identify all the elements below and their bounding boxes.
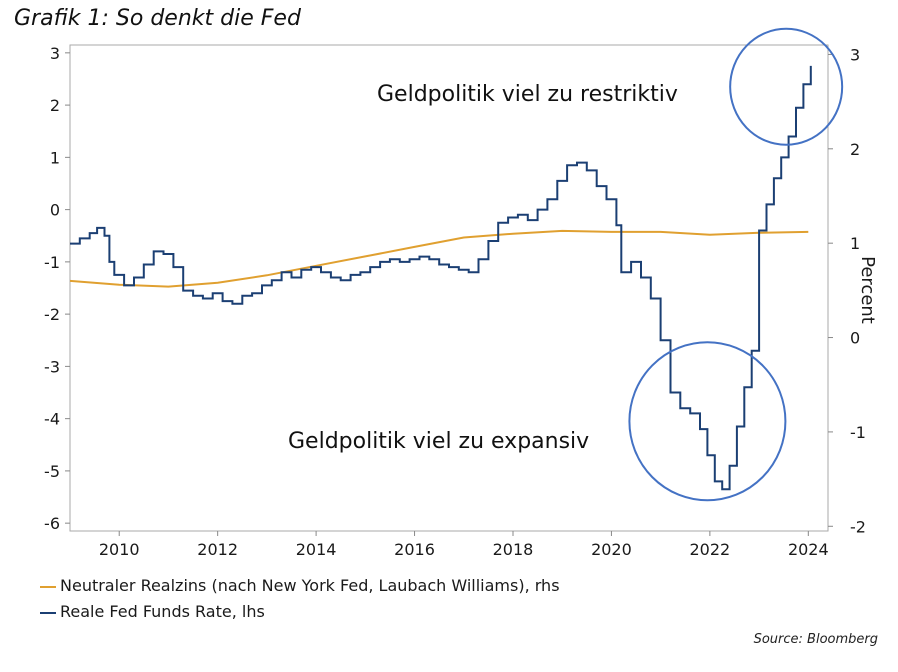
x-tick-label: 2014 bbox=[296, 540, 337, 559]
left-tick-label: 3 bbox=[50, 44, 60, 63]
chart-title: Grafik 1: So denkt die Fed bbox=[14, 6, 301, 31]
left-tick-label: -2 bbox=[44, 305, 60, 324]
x-tick-label: 2024 bbox=[788, 540, 829, 559]
left-tick-label: -5 bbox=[44, 462, 60, 481]
series-line-neutral-rate bbox=[69, 229, 809, 288]
source-note: Source: Bloomberg bbox=[753, 632, 878, 647]
right-axis-label: Percent bbox=[857, 256, 878, 324]
legend-item-fed-funds: Reale Fed Funds Rate, lhs bbox=[40, 602, 265, 621]
annotation-expansiv: Geldpolitik viel zu expansiv bbox=[288, 429, 589, 454]
legend-swatch-fed-funds bbox=[40, 611, 56, 614]
highlight-circle-restriktiv bbox=[729, 27, 844, 146]
legend-swatch-neutral-rate bbox=[40, 585, 56, 588]
left-tick-label: 1 bbox=[50, 148, 60, 167]
annotation-restriktiv: Geldpolitik viel zu restriktiv bbox=[377, 82, 678, 107]
legend-label-fed-funds: Reale Fed Funds Rate, lhs bbox=[60, 602, 265, 621]
right-tick-label: -1 bbox=[850, 423, 866, 442]
left-tick-label: -3 bbox=[44, 357, 60, 376]
series-line-fed-funds bbox=[70, 65, 812, 491]
left-y-axis: 3 2 1 0 -1 -2 -3 -4 -5 -6 bbox=[44, 44, 70, 533]
x-tick-label: 2020 bbox=[591, 540, 632, 559]
x-tick-label: 2012 bbox=[197, 540, 238, 559]
legend-label-neutral-rate: Neutraler Realzins (nach New York Fed, L… bbox=[60, 576, 560, 595]
x-tick-label: 2022 bbox=[690, 540, 731, 559]
left-tick-label: 2 bbox=[50, 96, 60, 115]
x-tick-label: 2018 bbox=[493, 540, 534, 559]
right-tick-label: 1 bbox=[850, 234, 860, 253]
plot-frame bbox=[69, 44, 829, 532]
right-tick-label: -2 bbox=[850, 517, 866, 536]
highlight-circles bbox=[628, 27, 844, 502]
left-tick-label: -1 bbox=[44, 253, 60, 272]
series-lines bbox=[69, 65, 812, 491]
highlight-circle-expansiv bbox=[628, 341, 787, 502]
left-tick-label: -6 bbox=[44, 514, 60, 533]
right-tick-label: 3 bbox=[850, 45, 860, 64]
x-tick-label: 2010 bbox=[99, 540, 140, 559]
right-tick-label: 2 bbox=[850, 140, 860, 159]
left-tick-label: 0 bbox=[50, 201, 60, 220]
left-tick-label: -4 bbox=[44, 410, 60, 429]
right-y-axis: 3 2 1 0 -1 -2 bbox=[828, 45, 866, 536]
legend-item-neutral-rate: Neutraler Realzins (nach New York Fed, L… bbox=[40, 576, 560, 595]
x-tick-label: 2016 bbox=[394, 540, 435, 559]
x-axis: 2010 2012 2014 2016 2018 2020 2022 2024 bbox=[99, 531, 829, 559]
right-tick-label: 0 bbox=[850, 329, 860, 348]
